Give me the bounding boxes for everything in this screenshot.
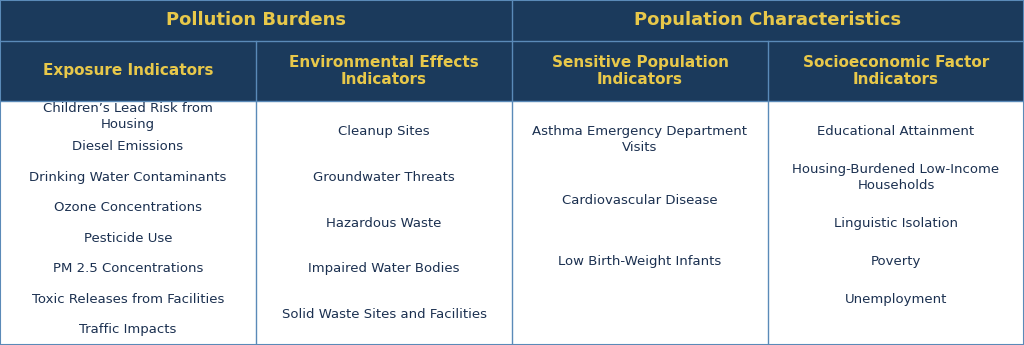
Text: Environmental Effects
Indicators: Environmental Effects Indicators <box>289 55 479 87</box>
Bar <box>0 0 512 41</box>
Text: Drinking Water Contaminants: Drinking Water Contaminants <box>30 171 226 184</box>
Text: Cardiovascular Disease: Cardiovascular Disease <box>562 194 718 207</box>
Text: Population Characteristics: Population Characteristics <box>635 11 901 29</box>
Text: Groundwater Threats: Groundwater Threats <box>313 171 455 184</box>
Bar <box>512 41 768 101</box>
Text: Unemployment: Unemployment <box>845 293 947 306</box>
Text: Housing-Burdened Low-Income
Households: Housing-Burdened Low-Income Households <box>793 163 999 192</box>
Text: Exposure Indicators: Exposure Indicators <box>43 63 213 78</box>
Text: Ozone Concentrations: Ozone Concentrations <box>54 201 202 214</box>
Text: Poverty: Poverty <box>870 255 922 268</box>
Text: Pesticide Use: Pesticide Use <box>84 232 172 245</box>
Text: Sensitive Population
Indicators: Sensitive Population Indicators <box>552 55 728 87</box>
Text: Children’s Lead Risk from
Housing: Children’s Lead Risk from Housing <box>43 102 213 131</box>
Text: Toxic Releases from Facilities: Toxic Releases from Facilities <box>32 293 224 306</box>
Text: Socioeconomic Factor
Indicators: Socioeconomic Factor Indicators <box>803 55 989 87</box>
Text: Diesel Emissions: Diesel Emissions <box>73 140 183 153</box>
Text: Impaired Water Bodies: Impaired Water Bodies <box>308 262 460 275</box>
Text: Low Birth-Weight Infants: Low Birth-Weight Infants <box>558 255 722 268</box>
Text: Cleanup Sites: Cleanup Sites <box>338 125 430 138</box>
Text: Traffic Impacts: Traffic Impacts <box>79 323 177 336</box>
Bar <box>0 41 256 101</box>
Text: Educational Attainment: Educational Attainment <box>817 125 975 138</box>
Text: Hazardous Waste: Hazardous Waste <box>327 217 441 229</box>
Bar <box>768 41 1024 101</box>
Text: Asthma Emergency Department
Visits: Asthma Emergency Department Visits <box>532 125 748 154</box>
Text: PM 2.5 Concentrations: PM 2.5 Concentrations <box>53 262 203 275</box>
Text: Linguistic Isolation: Linguistic Isolation <box>834 217 958 229</box>
Text: Solid Waste Sites and Facilities: Solid Waste Sites and Facilities <box>282 308 486 321</box>
Bar <box>512 0 1024 41</box>
Text: Pollution Burdens: Pollution Burdens <box>166 11 346 29</box>
Bar <box>0 101 1024 345</box>
Bar <box>256 41 512 101</box>
